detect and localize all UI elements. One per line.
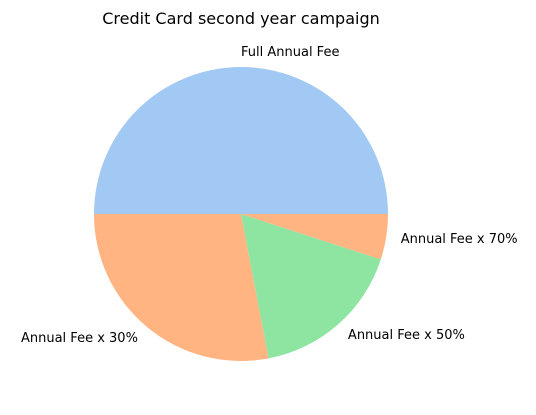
pie-slices [94,67,388,361]
pie-slice-annual-fee-x-50pct [241,214,381,359]
slice-label-full-annual-fee: Full Annual Fee [241,45,339,60]
pie-labels: Full Annual Fee Annual Fee x 30% Annual Fe… [21,45,518,346]
chart-title: Credit Card second year campaign [102,9,380,28]
pie-slice-full-annual-fee [94,67,388,214]
slice-label-annual-fee-x-50pct: Annual Fee x 50% [348,328,465,343]
pie-slice-annual-fee-x-30pct [94,214,269,361]
pie-slice-annual-fee-x-70pct [241,214,388,260]
slice-label-annual-fee-x-70pct: Annual Fee x 70% [401,232,518,247]
slice-label-annual-fee-x-30pct: Annual Fee x 30% [21,331,138,346]
